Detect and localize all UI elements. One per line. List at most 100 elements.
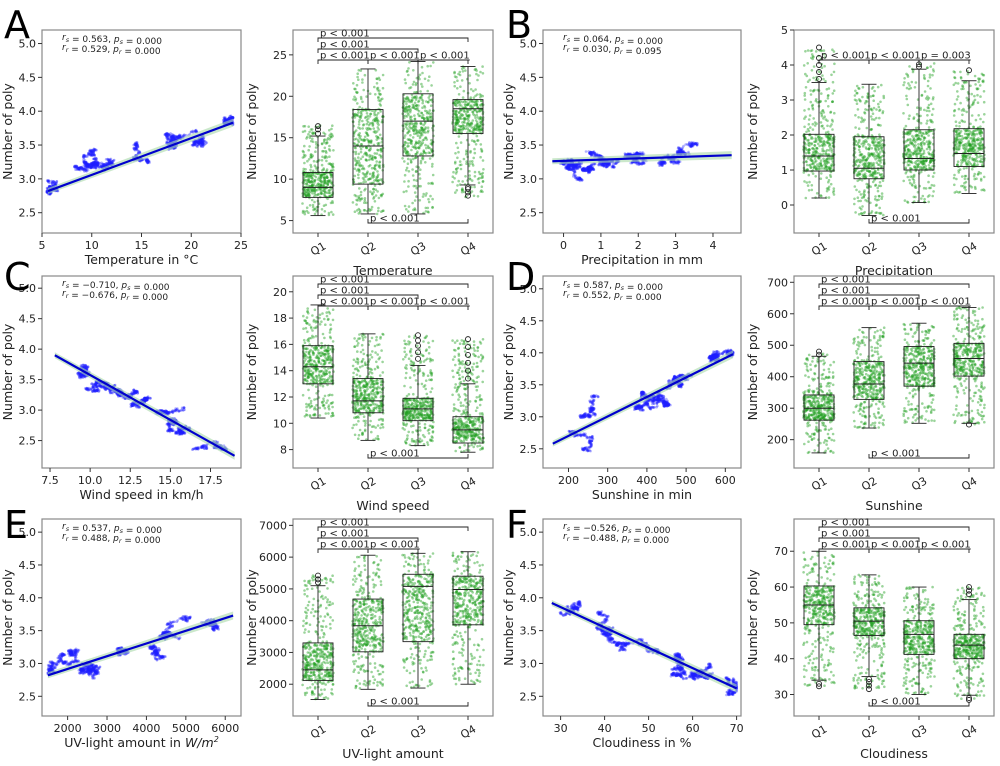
box-point — [807, 173, 811, 177]
box-point — [469, 104, 472, 108]
box-point — [372, 127, 376, 130]
box-point — [832, 89, 836, 92]
scatter-point — [166, 132, 169, 135]
box-point — [377, 164, 381, 167]
box-point — [429, 142, 433, 145]
box-point — [368, 92, 372, 95]
box-point — [406, 145, 409, 148]
box-point — [414, 83, 418, 87]
box-point — [328, 155, 331, 158]
y-tick-label: 2.5 — [19, 207, 37, 220]
box-point — [413, 101, 417, 105]
box-point — [421, 85, 424, 88]
box-point — [369, 141, 373, 145]
box-point — [328, 162, 332, 165]
box-point — [307, 125, 311, 128]
box-point — [364, 131, 368, 134]
scatter-point — [170, 135, 173, 139]
box-point — [474, 67, 478, 71]
box-point — [431, 173, 435, 177]
box-point — [372, 197, 375, 200]
box-point — [379, 99, 382, 103]
box-point — [426, 206, 430, 210]
box-point — [805, 160, 808, 163]
box-point — [373, 111, 376, 115]
box-point — [365, 95, 368, 98]
box-point — [406, 162, 410, 165]
box-point — [431, 205, 434, 209]
box-point — [805, 74, 809, 78]
scatter-point — [165, 132, 169, 135]
box-point — [370, 166, 374, 170]
box-point — [362, 138, 366, 141]
box-point — [453, 177, 456, 180]
box-point — [377, 141, 381, 145]
box-point — [328, 149, 332, 152]
scatter-point — [164, 133, 167, 137]
box-point — [314, 146, 318, 149]
box-point — [311, 177, 314, 181]
box-point — [472, 139, 476, 143]
box-point — [457, 150, 460, 154]
box-point — [829, 173, 832, 177]
box-point — [376, 170, 379, 173]
box-point — [376, 175, 379, 179]
box-point — [320, 142, 324, 146]
box-point — [476, 139, 479, 142]
p-value-label: p < 0.001 — [320, 29, 370, 40]
box-point — [420, 111, 424, 115]
x-tick-label: Q3 — [408, 239, 428, 258]
box-point — [381, 192, 385, 196]
box-point — [453, 125, 456, 128]
box-point — [455, 189, 459, 192]
scatter-point — [166, 133, 170, 136]
scatter-point — [163, 133, 166, 136]
box-point — [309, 168, 312, 172]
box-point — [466, 110, 470, 114]
box-point — [471, 160, 474, 163]
box-point — [825, 176, 828, 179]
box-point — [462, 157, 466, 161]
box-point — [377, 95, 380, 99]
box-point — [424, 210, 428, 213]
box-point — [370, 139, 373, 142]
box-point — [367, 123, 371, 127]
box-point — [363, 73, 367, 77]
box-point — [477, 181, 481, 185]
box-point — [473, 175, 477, 178]
box-point — [323, 155, 327, 159]
box-point — [425, 112, 429, 115]
y-tick-label: 2.5 — [520, 207, 538, 220]
box-point — [403, 143, 406, 146]
box-point — [378, 153, 381, 157]
box-point — [355, 203, 358, 206]
box-point — [804, 86, 808, 89]
scatter-point — [92, 165, 96, 168]
box-point — [355, 90, 358, 94]
box-point — [419, 144, 423, 147]
box-point — [364, 201, 368, 205]
box-point — [813, 160, 817, 164]
box-point — [422, 150, 426, 153]
box-point — [320, 180, 323, 184]
scatter-point — [169, 138, 173, 141]
box-point — [468, 74, 472, 77]
box-point — [482, 168, 485, 171]
box-point — [405, 123, 409, 126]
box-point — [414, 184, 417, 188]
box-point — [368, 164, 372, 167]
box-point — [378, 78, 382, 82]
box-point — [413, 145, 417, 148]
box-point — [358, 187, 361, 190]
scatter-point — [166, 134, 169, 138]
box-point — [411, 174, 415, 177]
box-point — [469, 88, 473, 91]
box-point — [331, 168, 335, 172]
box-point — [824, 99, 827, 103]
box-point — [330, 210, 333, 214]
box-point — [305, 137, 308, 140]
box-point — [819, 121, 823, 124]
box-point — [453, 111, 457, 115]
p-value-label: p < 0.001 — [370, 214, 420, 225]
box-point — [460, 188, 464, 191]
